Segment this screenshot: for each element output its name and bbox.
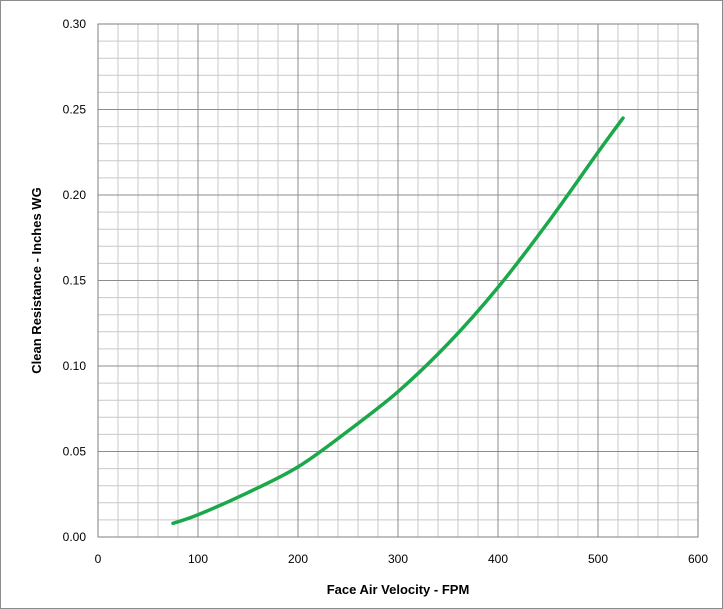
- x-tick-label: 600: [688, 552, 708, 566]
- major-gridlines: [97, 23, 699, 538]
- y-tick-label: 0.20: [63, 188, 87, 202]
- y-axis-title: Clean Resistance - Inches WG: [29, 187, 44, 373]
- x-axis-title: Face Air Velocity - FPM: [327, 582, 470, 597]
- x-tick-label: 300: [388, 552, 408, 566]
- x-tick-label: 100: [188, 552, 208, 566]
- y-tick-label: 0.05: [63, 445, 87, 459]
- resistance-curve-line: [171, 116, 625, 526]
- x-tick-label: 500: [588, 552, 608, 566]
- y-tick-label: 0.25: [63, 103, 87, 117]
- x-axis-tick-labels: 0 100 200 300 400 500 600: [95, 552, 709, 566]
- y-tick-label: 0.30: [63, 17, 87, 31]
- y-tick-label: 0.10: [63, 359, 87, 373]
- plot-area-border: [97, 23, 699, 538]
- series-layer: [171, 116, 625, 526]
- y-axis-tick-labels: 0.00 0.05 0.10 0.15 0.20 0.25 0.30: [63, 17, 87, 544]
- x-tick-label: 0: [95, 552, 102, 566]
- y-tick-label: 0.15: [63, 274, 87, 288]
- x-tick-label: 200: [288, 552, 308, 566]
- y-tick-label: 0.00: [63, 530, 87, 544]
- x-tick-label: 400: [488, 552, 508, 566]
